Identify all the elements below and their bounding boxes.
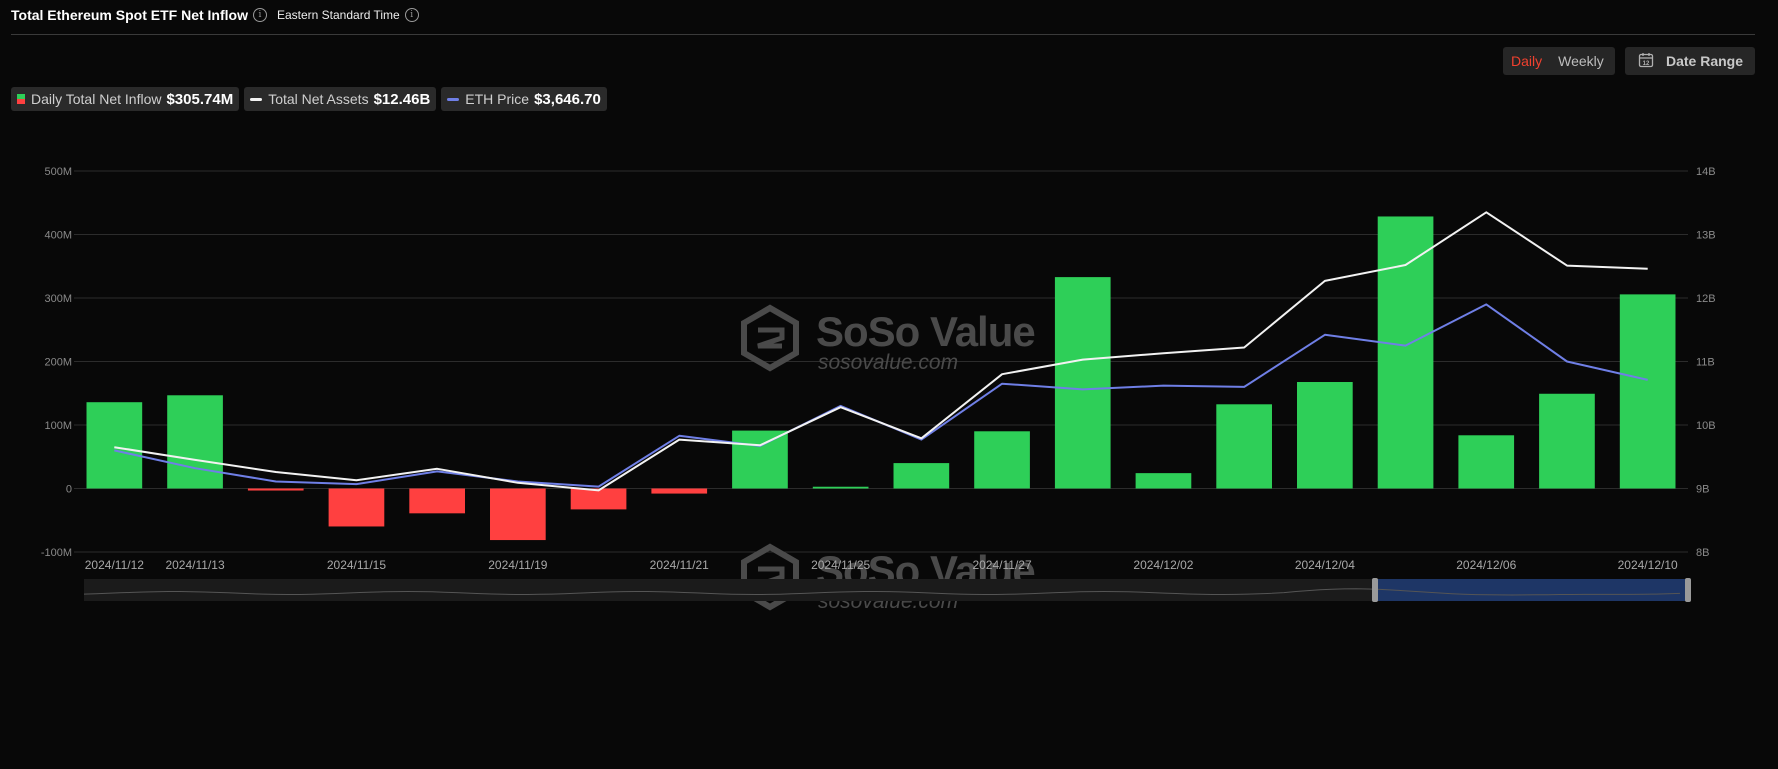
x-tick-label: 2024/12/02 <box>1133 558 1193 572</box>
x-tick-label: 2024/11/12 <box>85 558 144 572</box>
watermark-brand: SoSo Value <box>816 308 1035 355</box>
slider-handle-left[interactable] <box>1372 578 1378 602</box>
x-tick-label: 2024/12/06 <box>1456 558 1516 572</box>
frequency-toggle: Daily Weekly <box>1503 47 1615 75</box>
watermark-url: sosovalue.com <box>818 351 958 374</box>
legend-price-label: ETH Price <box>465 91 530 107</box>
legend-inflow-value: $305.74M <box>166 90 234 108</box>
y-right-tick-label: 14B <box>1696 166 1716 178</box>
y-left-tick-label: 300M <box>44 293 72 305</box>
assets-swatch <box>250 97 263 101</box>
left-axis: -100M 0 100M 200M 300M 400M 500M <box>41 166 72 559</box>
inflow-bar[interactable] <box>86 402 143 489</box>
y-right-tick-label: 11B <box>1696 357 1715 369</box>
daily-button[interactable]: Daily <box>1511 53 1543 69</box>
inflow-bar[interactable] <box>651 488 708 494</box>
y-right-tick-label: 8B <box>1696 547 1709 559</box>
legend-item-assets[interactable]: Total Net Assets $12.46B <box>244 87 437 111</box>
x-tick-label: 2024/11/19 <box>488 558 547 572</box>
inflow-bar[interactable] <box>974 431 1030 489</box>
weekly-button[interactable]: Weekly <box>1558 53 1604 69</box>
legend-price-value: $3,646.70 <box>534 90 601 108</box>
timezone-label: Eastern Standard Time <box>276 8 400 22</box>
inflow-bar[interactable] <box>1539 393 1595 489</box>
inflow-bar[interactable] <box>247 488 304 491</box>
x-tick-label: 2024/12/10 <box>1618 558 1678 572</box>
inflow-bar[interactable] <box>167 395 223 489</box>
y-left-tick-label: 0 <box>66 484 72 496</box>
slider-preview-line <box>83 588 1681 596</box>
svg-text:12: 12 <box>1643 61 1650 67</box>
watermark-s-mark <box>757 327 785 349</box>
calendar-icon: 12 <box>1638 52 1654 71</box>
y-left-tick-label: 500M <box>44 166 72 178</box>
inflow-bar[interactable] <box>570 488 627 510</box>
date-range-button[interactable]: 12 Date Range <box>1625 47 1755 75</box>
date-range-label: Date Range <box>1666 53 1744 69</box>
chart-header: Total Ethereum Spot ETF Net Inflow i Eas… <box>11 6 1755 35</box>
x-tick-label: 2024/12/04 <box>1295 558 1355 572</box>
x-axis: 2024/11/12 2024/11/13 2024/11/15 2024/11/19… <box>85 558 1678 572</box>
right-axis: 8B 9B 10B 11B 12B 13B 14B <box>1696 166 1716 559</box>
slider-selection[interactable] <box>1375 579 1688 601</box>
inflow-bar[interactable] <box>1619 294 1676 489</box>
x-tick-label: 2024/11/15 <box>327 558 386 572</box>
inflow-bar[interactable] <box>812 486 869 489</box>
inflow-bar[interactable] <box>1458 435 1515 489</box>
info-icon[interactable]: i <box>252 8 267 22</box>
inflow-bar[interactable] <box>490 488 546 541</box>
y-left-tick-label: 400M <box>44 230 72 242</box>
legend-assets-value: $12.46B <box>373 90 431 108</box>
y-right-tick-label: 10B <box>1696 420 1716 432</box>
y-left-tick-label: 100M <box>44 420 72 432</box>
y-left-tick-label: -100M <box>41 547 72 559</box>
inflow-bar[interactable] <box>1054 277 1111 489</box>
series-lines <box>114 211 1648 492</box>
net-assets-line[interactable] <box>114 211 1648 492</box>
x-tick-label: 2024/11/13 <box>165 558 224 572</box>
price-swatch <box>447 97 460 101</box>
timezone-info-icon[interactable]: i <box>404 8 419 22</box>
inflow-bar[interactable] <box>1216 404 1272 489</box>
legend-item-price[interactable]: ETH Price $3,646.70 <box>441 87 607 111</box>
slider-handle-right[interactable] <box>1685 578 1691 602</box>
inflow-bar[interactable] <box>1135 473 1192 489</box>
inflow-bar[interactable] <box>409 488 465 514</box>
y-left-tick-label: 200M <box>44 357 72 369</box>
watermark-hex <box>741 304 799 372</box>
x-tick-label: 2024/11/25 <box>811 558 870 572</box>
legend-assets-label: Total Net Assets <box>268 91 369 107</box>
legend-inflow-label: Daily Total Net Inflow <box>31 91 162 107</box>
y-right-tick-label: 9B <box>1696 484 1709 496</box>
legend-item-inflow[interactable]: Daily Total Net Inflow $305.74M <box>11 87 240 111</box>
chart-title: Total Ethereum Spot ETF Net Inflow <box>11 7 248 23</box>
inflow-swatch <box>17 94 25 104</box>
x-tick-label: 2024/11/21 <box>650 558 709 572</box>
slider-track[interactable] <box>84 579 1688 601</box>
y-right-tick-label: 13B <box>1696 230 1716 242</box>
inflow-bars <box>86 216 1676 541</box>
chart-legend: Daily Total Net Inflow $305.74M Total Ne… <box>11 87 612 111</box>
x-tick-label: 2024/11/27 <box>972 558 1031 572</box>
inflow-bar[interactable] <box>732 430 788 489</box>
y-right-tick-label: 12B <box>1696 293 1716 305</box>
watermark-hex <box>741 543 799 611</box>
inflow-bar[interactable] <box>1377 216 1434 489</box>
range-slider[interactable] <box>83 578 1691 602</box>
inflow-bar[interactable] <box>1297 382 1353 489</box>
inflow-bar[interactable] <box>893 463 950 489</box>
inflow-bar[interactable] <box>328 488 385 527</box>
